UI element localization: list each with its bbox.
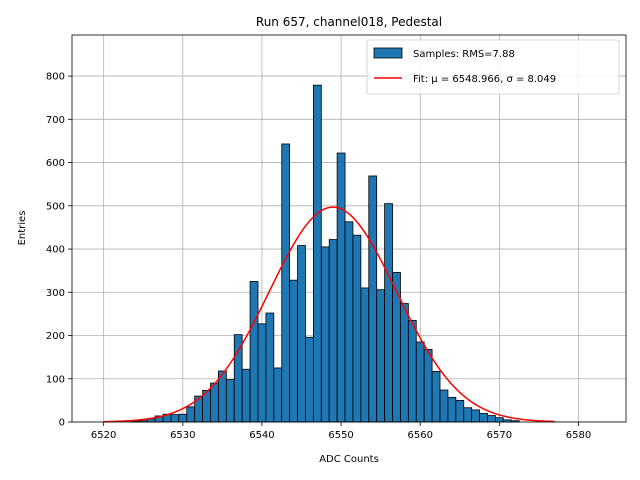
y-tick-label: 500: [46, 201, 65, 212]
x-tick-label: 6530: [170, 430, 195, 441]
y-tick-label: 300: [46, 288, 65, 299]
histogram-bar: [407, 319, 417, 423]
x-tick-label: 6550: [328, 430, 353, 441]
y-tick-label: 100: [46, 374, 65, 385]
chart-title: Run 657, channel018, Pedestal: [256, 15, 442, 29]
legend-box: [366, 39, 620, 95]
histogram-bar: [384, 203, 393, 423]
histogram-bar: [368, 175, 378, 423]
x-tick-label: 6570: [487, 430, 512, 441]
histogram-bar: [495, 417, 504, 423]
x-axis-ticks: 6520 6530 6540 6550 6560 6570 6580: [91, 422, 591, 441]
histogram-bar: [320, 246, 330, 423]
histogram-bar: [257, 323, 267, 423]
histogram-bar: [210, 382, 219, 423]
y-tick-label: 200: [46, 331, 65, 342]
histogram-bar: [336, 152, 346, 423]
plot-frame: [71, 34, 627, 423]
histogram-bar: [431, 371, 441, 423]
legend-fit-label: Fit: μ = 6548.966, σ = 8.049: [413, 74, 556, 85]
y-tick-label: 800: [46, 72, 65, 83]
histogram-bar: [423, 348, 433, 423]
histogram-bar: [170, 414, 180, 423]
histogram-bar: [241, 368, 251, 423]
histogram-bar: [455, 399, 465, 423]
histogram-bar: [360, 287, 370, 423]
x-axis-label: ADC Counts: [319, 454, 379, 465]
histogram-bars: [130, 84, 520, 423]
y-tick-label: 600: [46, 158, 65, 169]
histogram-bar: [400, 303, 409, 423]
histogram-bar: [415, 341, 425, 423]
histogram-bar: [479, 412, 488, 423]
histogram-bar: [487, 415, 496, 423]
y-tick-label: 700: [46, 115, 65, 126]
histogram-bar: [392, 271, 401, 423]
histogram-bar: [289, 279, 298, 423]
histogram-bar: [233, 334, 243, 423]
y-axis-label: Entries: [17, 211, 28, 246]
x-tick-label: 6540: [249, 430, 274, 441]
fit-curve: [103, 206, 555, 423]
histogram-bar: [439, 389, 449, 423]
y-axis-ticks: 0 100 200 300 400 500 600 700 800: [46, 72, 72, 429]
histogram-bar: [447, 396, 457, 423]
histogram-bar: [352, 234, 362, 423]
y-tick-label: 0: [59, 418, 65, 429]
histogram-bar: [178, 413, 188, 423]
legend-samples-label: Samples: RMS=7.88: [413, 49, 515, 60]
histogram-bar: [471, 409, 480, 423]
x-tick-label: 6560: [408, 430, 433, 441]
histogram-bar: [225, 379, 235, 423]
histogram-bar: [305, 336, 314, 423]
histogram-bar: [344, 221, 354, 423]
histogram-bar: [376, 289, 386, 423]
histogram-bar: [463, 407, 473, 423]
histogram-bar: [273, 367, 283, 423]
histogram-bar: [312, 84, 322, 423]
x-tick-label: 6520: [91, 430, 116, 441]
y-tick-label: 400: [46, 245, 65, 256]
histogram-bar: [281, 143, 291, 423]
legend-samples-swatch: [373, 47, 403, 59]
histogram-bar: [297, 245, 306, 423]
histogram-bar: [328, 239, 338, 423]
histogram-bar: [265, 312, 275, 423]
histogram-bar: [249, 281, 259, 423]
x-tick-label: 6580: [566, 430, 591, 441]
histogram-bar: [186, 406, 196, 423]
legend: Samples: RMS=7.88 Fit: μ = 6548.966, σ =…: [366, 39, 620, 95]
